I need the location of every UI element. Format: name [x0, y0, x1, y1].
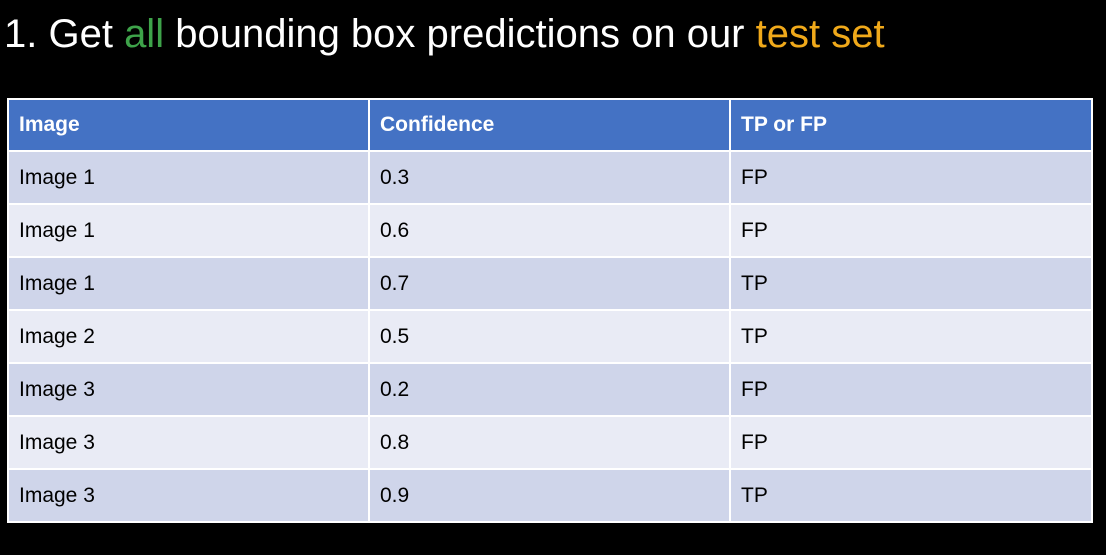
cell-tp-or-fp: TP [729, 256, 1093, 311]
table-row: Image 3 0.9 TP [7, 468, 1093, 523]
table-row: Image 3 0.8 FP [7, 415, 1093, 470]
cell-image: Image 3 [7, 468, 370, 523]
cell-tp-or-fp: FP [729, 150, 1093, 205]
title-highlight-all: all [124, 12, 165, 56]
cell-tp-or-fp: TP [729, 309, 1093, 364]
table-row: Image 3 0.2 FP [7, 362, 1093, 417]
column-header-image: Image [7, 98, 370, 152]
cell-confidence: 0.8 [368, 415, 731, 470]
table-header: Image Confidence TP or FP [7, 98, 1093, 152]
cell-image: Image 3 [7, 415, 370, 470]
column-header-tp-or-fp: TP or FP [729, 98, 1093, 152]
table-row: Image 1 0.6 FP [7, 203, 1093, 258]
slide-title: 1. Get all bounding box predictions on o… [4, 8, 885, 60]
table-row: Image 2 0.5 TP [7, 309, 1093, 364]
table-row: Image 1 0.7 TP [7, 256, 1093, 311]
cell-confidence: 0.5 [368, 309, 731, 364]
cell-image: Image 1 [7, 256, 370, 311]
cell-image: Image 1 [7, 150, 370, 205]
cell-confidence: 0.9 [368, 468, 731, 523]
table-body: Image 1 0.3 FP Image 1 0.6 FP Image 1 0.… [7, 150, 1093, 523]
cell-tp-or-fp: FP [729, 415, 1093, 470]
column-header-confidence: Confidence [368, 98, 731, 152]
cell-image: Image 2 [7, 309, 370, 364]
predictions-table-container: Image Confidence TP or FP Image 1 0.3 FP… [7, 98, 1093, 523]
cell-image: Image 3 [7, 362, 370, 417]
cell-confidence: 0.3 [368, 150, 731, 205]
cell-image: Image 1 [7, 203, 370, 258]
cell-tp-or-fp: FP [729, 203, 1093, 258]
title-prefix: 1. Get [4, 12, 125, 56]
table-row: Image 1 0.3 FP [7, 150, 1093, 205]
title-highlight-test-set: test set [755, 12, 885, 56]
title-middle: bounding box predictions on our [164, 12, 756, 56]
cell-tp-or-fp: FP [729, 362, 1093, 417]
predictions-table: Image Confidence TP or FP Image 1 0.3 FP… [7, 98, 1093, 523]
table-header-row: Image Confidence TP or FP [7, 98, 1093, 152]
cell-confidence: 0.2 [368, 362, 731, 417]
cell-confidence: 0.6 [368, 203, 731, 258]
cell-tp-or-fp: TP [729, 468, 1093, 523]
cell-confidence: 0.7 [368, 256, 731, 311]
